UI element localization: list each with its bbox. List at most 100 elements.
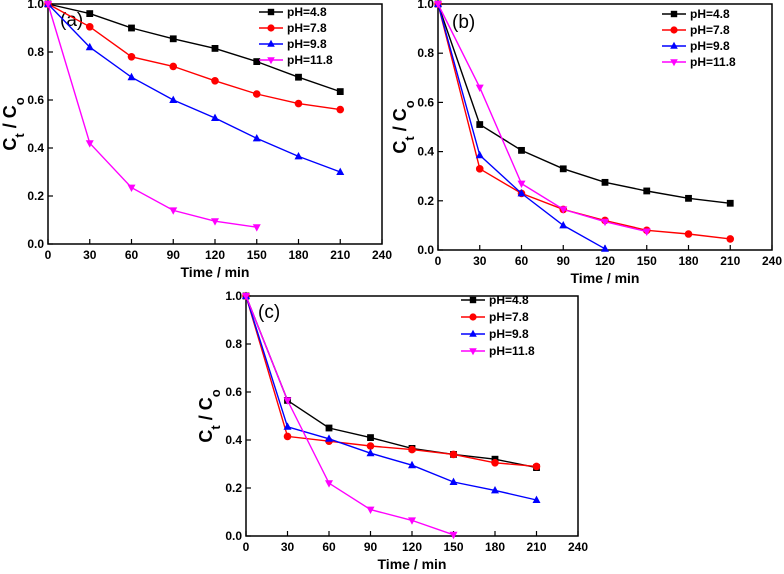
x-tick-label: 60 (515, 254, 529, 268)
panel-label: (b) (452, 12, 475, 33)
legend-marker-ph-11-8 (469, 348, 477, 356)
data-point-ph-7-8 (532, 462, 541, 471)
data-point-ph-9-8 (169, 95, 178, 103)
legend-marker-ph-11-8 (670, 59, 678, 67)
data-point-ph-4-8 (367, 434, 374, 441)
data-point-ph-4-8 (169, 35, 177, 43)
y-tick-label: 0.4 (417, 145, 434, 159)
series-line-ph-11-8 (437, 3, 647, 233)
data-point-ph-11-8 (127, 184, 136, 192)
x-tick-label: 0 (435, 254, 442, 268)
data-point-ph-7-8 (336, 105, 345, 114)
data-point-ph-7-8 (408, 445, 416, 454)
series-line-ph-9-8 (245, 295, 537, 501)
legend-marker-ph-7-8 (267, 24, 275, 32)
x-tick-label: 90 (364, 540, 378, 554)
legend-label-ph-4-8: pH=4.8 (287, 5, 327, 19)
y-tick-label: 1.0 (27, 0, 44, 11)
panel-a: 0 30 60 90 120 150 180 210 240 0.0 0.2 0.4 0.6 0.8 1.0… (0, 0, 392, 280)
data-point-ph-11-8 (449, 531, 458, 540)
data-point-ph-9-8 (491, 486, 499, 494)
data-point-ph-4-8 (336, 88, 344, 95)
series-line-ph-4-8 (437, 3, 731, 204)
data-point-ph-11-8 (475, 84, 484, 93)
data-point-ph-9-8 (127, 72, 136, 81)
series-ph-11-8 (44, 1, 261, 232)
series-ph-9-8 (434, 0, 609, 252)
x-axis-title: Time / min (571, 270, 640, 286)
y-tick-label: 0.8 (417, 46, 434, 60)
y-tick-label: 0.2 (417, 194, 434, 208)
legend-marker-ph-7-8 (469, 313, 477, 321)
data-point-ph-7-8 (366, 442, 375, 450)
x-axis-title: Time / min (378, 556, 447, 572)
y-tick-label: 0.0 (225, 529, 242, 543)
x-tick-label: 120 (595, 254, 615, 268)
data-point-ph-9-8 (475, 150, 484, 159)
data-point-ph-7-8 (252, 90, 261, 98)
series-ph-9-8 (44, 0, 345, 175)
y-tick-label: 0.6 (417, 95, 434, 109)
legend-label-ph-11-8: pH=11.8 (690, 55, 736, 69)
data-point-ph-7-8 (169, 62, 178, 71)
series-line-ph-11-8 (245, 295, 454, 536)
plot-frame (47, 3, 383, 245)
series-ph-11-8 (434, 1, 651, 236)
data-point-ph-4-8 (601, 178, 609, 186)
legend-label-ph-4-8: pH=4.8 (489, 293, 529, 307)
data-point-ph-7-8 (283, 432, 292, 441)
data-point-ph-11-8 (408, 517, 416, 525)
x-tick-label: 60 (322, 540, 336, 554)
y-tick-label: 0.2 (27, 189, 44, 203)
data-point-ph-7-8 (726, 235, 735, 243)
legend-marker-ph-7-8 (670, 26, 678, 34)
legend-label-ph-7-8: pH=7.8 (690, 23, 730, 37)
data-point-ph-11-8 (434, 1, 442, 9)
data-point-ph-4-8 (643, 187, 651, 195)
data-point-ph-9-8 (211, 113, 219, 121)
series-line-ph-4-8 (245, 295, 537, 469)
x-tick-label: 180 (485, 540, 505, 554)
y-tick-label: 0.8 (27, 45, 44, 59)
data-point-ph-4-8 (128, 24, 135, 32)
data-point-ph-11-8 (44, 1, 52, 9)
y-tick-label: 1.0 (225, 289, 242, 303)
x-tick-label: 240 (762, 254, 782, 268)
x-tick-label: 90 (557, 254, 571, 268)
data-point-ph-11-8 (283, 397, 292, 405)
data-point-ph-7-8 (211, 77, 219, 85)
data-point-ph-7-8 (85, 23, 94, 31)
series-line-ph-7-8 (245, 295, 537, 468)
y-axis-title: Ct / Co (390, 100, 417, 153)
x-tick-label: 180 (288, 248, 308, 262)
data-point-ph-11-8 (242, 293, 250, 301)
panel-c: 0 30 60 90 120 150 180 210 240 0.0 0.2 0.4 0.6 0.8 1.0… (196, 289, 588, 572)
series-line-ph-11-8 (47, 3, 257, 228)
y-tick-label: 0.2 (225, 481, 242, 495)
panel-label: (a) (60, 10, 83, 31)
x-tick-label: 30 (83, 248, 97, 262)
data-point-ph-9-8 (336, 167, 345, 175)
data-point-ph-11-8 (211, 218, 219, 226)
legend-label-ph-11-8: pH=11.8 (489, 344, 535, 358)
legend: pH=4.8 pH=7.8 pH=9.8 pH=11.8 (259, 5, 333, 67)
legend-marker-ph-4-8 (469, 296, 477, 304)
x-tick-label: 210 (526, 540, 546, 554)
data-point-ph-11-8 (601, 218, 609, 227)
data-point-ph-4-8 (726, 199, 734, 207)
x-tick-label: 0 (243, 540, 250, 554)
x-tick-label: 210 (330, 248, 350, 262)
data-point-ph-4-8 (685, 194, 692, 202)
legend: pH=4.8 pH=7.8 pH=9.8 pH=11.8 (461, 293, 535, 358)
x-tick-label: 180 (678, 254, 698, 268)
data-point-ph-9-8 (366, 448, 375, 457)
data-point-ph-9-8 (283, 422, 292, 430)
data-point-ph-9-8 (325, 434, 333, 442)
data-point-ph-7-8 (684, 230, 693, 238)
x-tick-label: 240 (568, 540, 588, 554)
data-point-ph-11-8 (252, 224, 261, 232)
x-tick-label: 120 (402, 540, 422, 554)
data-point-ph-4-8 (518, 146, 525, 154)
series-ph-4-8 (434, 0, 734, 207)
